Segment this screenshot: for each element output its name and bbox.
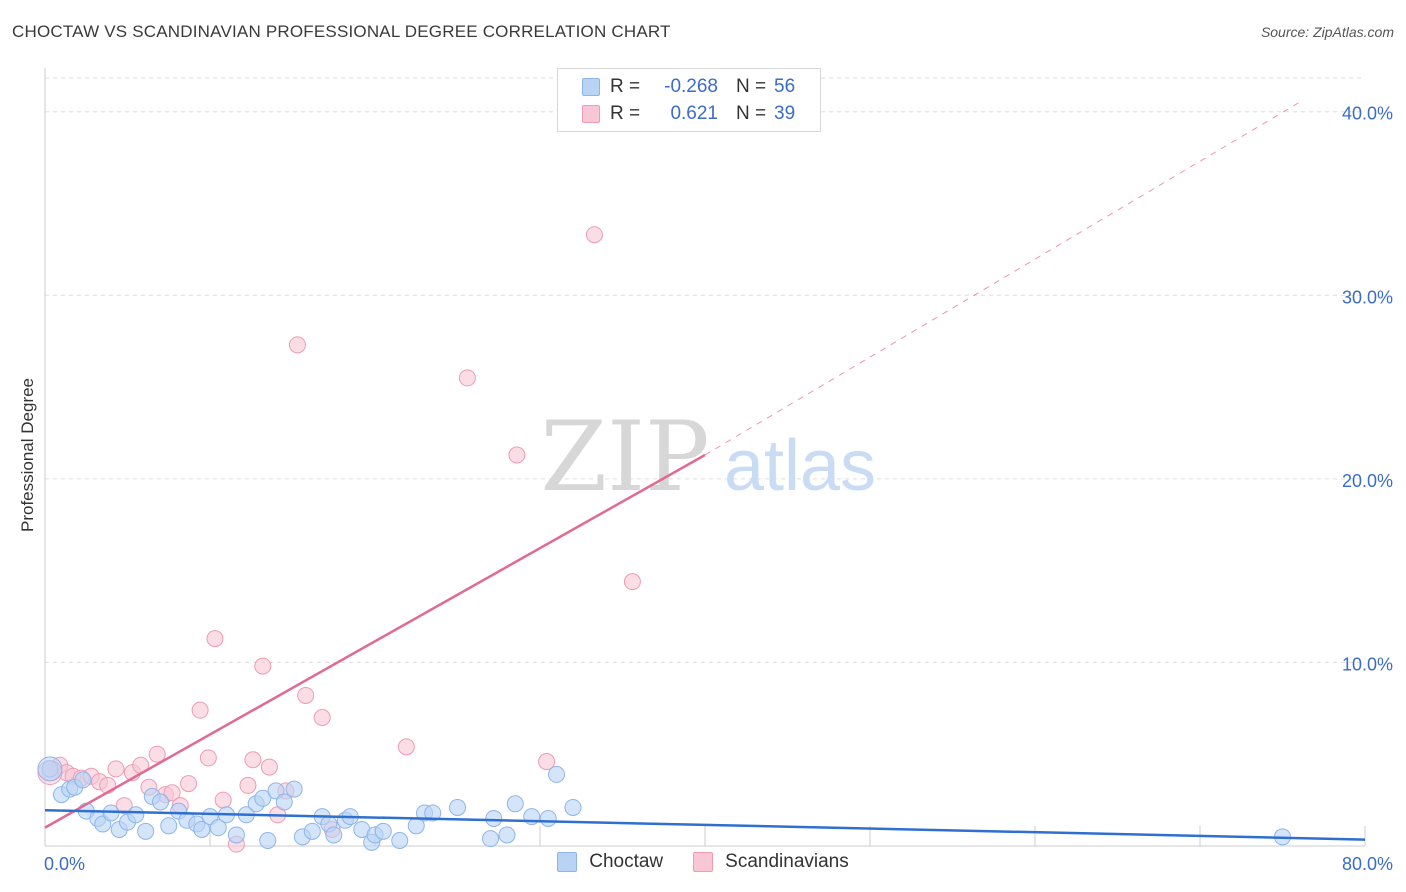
scandinavians-point bbox=[297, 686, 315, 704]
scandinavians-point bbox=[244, 751, 262, 769]
legend-label-scandinavians: Scandinavians bbox=[725, 851, 849, 872]
scandinavians-point bbox=[538, 753, 556, 771]
choctaw-point bbox=[275, 793, 293, 811]
y-tick-label: 10.0% bbox=[1342, 654, 1393, 674]
choctaw-point bbox=[209, 819, 227, 837]
scandinavians-point bbox=[148, 745, 166, 763]
scandinavians-point bbox=[115, 797, 133, 815]
scandinavians-point bbox=[199, 749, 217, 767]
watermark: ZIP atlas bbox=[540, 401, 876, 513]
n-value: 39 bbox=[774, 103, 796, 124]
scandinavians-point bbox=[623, 573, 641, 591]
source-credit: Source: ZipAtlas.com bbox=[1260, 24, 1394, 40]
scandinavians-trend-extension bbox=[704, 102, 1300, 456]
scandinavians-point bbox=[313, 709, 331, 726]
choctaw-point bbox=[564, 798, 582, 816]
watermark-atlas: atlas bbox=[724, 426, 876, 506]
choctaw-points bbox=[37, 756, 1291, 851]
choctaw-point bbox=[127, 806, 145, 824]
choctaw-point bbox=[137, 822, 155, 840]
x-tick-label: 0.0% bbox=[44, 854, 85, 874]
stats-box: R = -0.268 N = 56 R = 0.621 N = 39 bbox=[557, 68, 821, 132]
scandinavians-point bbox=[254, 657, 272, 675]
r-label: R = bbox=[610, 76, 641, 97]
legend-label-choctaw: Choctaw bbox=[589, 851, 664, 872]
choctaw-point bbox=[374, 822, 392, 840]
scandinavians-points bbox=[37, 226, 641, 853]
chart-title: CHOCTAW VS SCANDINAVIAN PROFESSIONAL DEG… bbox=[12, 22, 671, 41]
choctaw-point bbox=[498, 826, 516, 844]
choctaw-point bbox=[160, 817, 178, 835]
choctaw-point bbox=[325, 826, 343, 844]
tick-labels: 10.0% 20.0% 30.0% 40.0% 0.0% 80.0% bbox=[44, 104, 1393, 874]
scandinavians-point bbox=[508, 446, 526, 464]
r-value: 0.621 bbox=[670, 103, 718, 124]
scandinavians-point bbox=[458, 369, 476, 387]
choctaw-point bbox=[424, 804, 442, 822]
choctaw-point bbox=[539, 809, 557, 827]
x-tick-label: 80.0% bbox=[1342, 854, 1393, 874]
r-value: -0.268 bbox=[664, 76, 718, 97]
choctaw-point bbox=[193, 820, 211, 838]
choctaw-point bbox=[254, 789, 272, 807]
choctaw-swatch bbox=[582, 78, 600, 96]
choctaw-point bbox=[74, 771, 92, 789]
y-tick-label: 20.0% bbox=[1342, 471, 1393, 491]
n-label: N = bbox=[736, 103, 767, 124]
scandinavians-point bbox=[107, 760, 125, 778]
choctaw-legend-swatch bbox=[557, 852, 578, 872]
choctaw-point bbox=[303, 822, 321, 840]
scandinavians-point bbox=[397, 738, 415, 756]
choctaw-point bbox=[152, 793, 169, 811]
y-tick-label: 30.0% bbox=[1342, 287, 1393, 307]
stats-row-choctaw: R = -0.268 N = 56 bbox=[582, 74, 795, 100]
scandinavians-point bbox=[585, 226, 603, 244]
y-tick-label: 40.0% bbox=[1342, 104, 1393, 124]
watermark-zip: ZIP bbox=[540, 401, 709, 513]
grid-lines bbox=[45, 77, 1365, 663]
choctaw-point bbox=[506, 795, 524, 813]
stats-row-scandinavians: R = 0.621 N = 39 bbox=[582, 101, 795, 127]
scandinavians-point bbox=[180, 775, 198, 793]
choctaw-point bbox=[391, 831, 409, 849]
scandinavians-point bbox=[260, 758, 278, 776]
scandinavians-swatch bbox=[582, 105, 600, 123]
choctaw-trend-line bbox=[44, 808, 1366, 841]
n-value: 56 bbox=[774, 76, 796, 97]
scandinavians-point bbox=[206, 630, 224, 648]
scandinavians-point bbox=[163, 784, 181, 802]
trend-lines bbox=[44, 102, 1366, 841]
n-label: N = bbox=[736, 76, 767, 97]
scandinavians-trend-line bbox=[44, 453, 706, 829]
choctaw-point bbox=[259, 831, 277, 849]
r-label: R = bbox=[610, 103, 641, 124]
legend: Choctaw Scandinavians bbox=[0, 851, 1406, 873]
legend-item-choctaw[interactable]: Choctaw bbox=[557, 851, 663, 873]
choctaw-point bbox=[285, 780, 303, 798]
scandinavians-point bbox=[191, 701, 209, 719]
choctaw-point bbox=[485, 809, 503, 827]
choctaw-point bbox=[548, 765, 565, 783]
choctaw-point bbox=[449, 798, 466, 816]
choctaw-point bbox=[482, 830, 499, 848]
choctaw-point-large bbox=[37, 756, 63, 782]
scandinavians-legend-swatch bbox=[693, 852, 714, 872]
choctaw-point bbox=[227, 826, 245, 844]
scandinavians-point bbox=[239, 776, 257, 794]
scandinavians-point bbox=[214, 791, 232, 809]
scandinavians-point bbox=[288, 336, 306, 354]
legend-item-scandinavians[interactable]: Scandinavians bbox=[693, 851, 849, 873]
